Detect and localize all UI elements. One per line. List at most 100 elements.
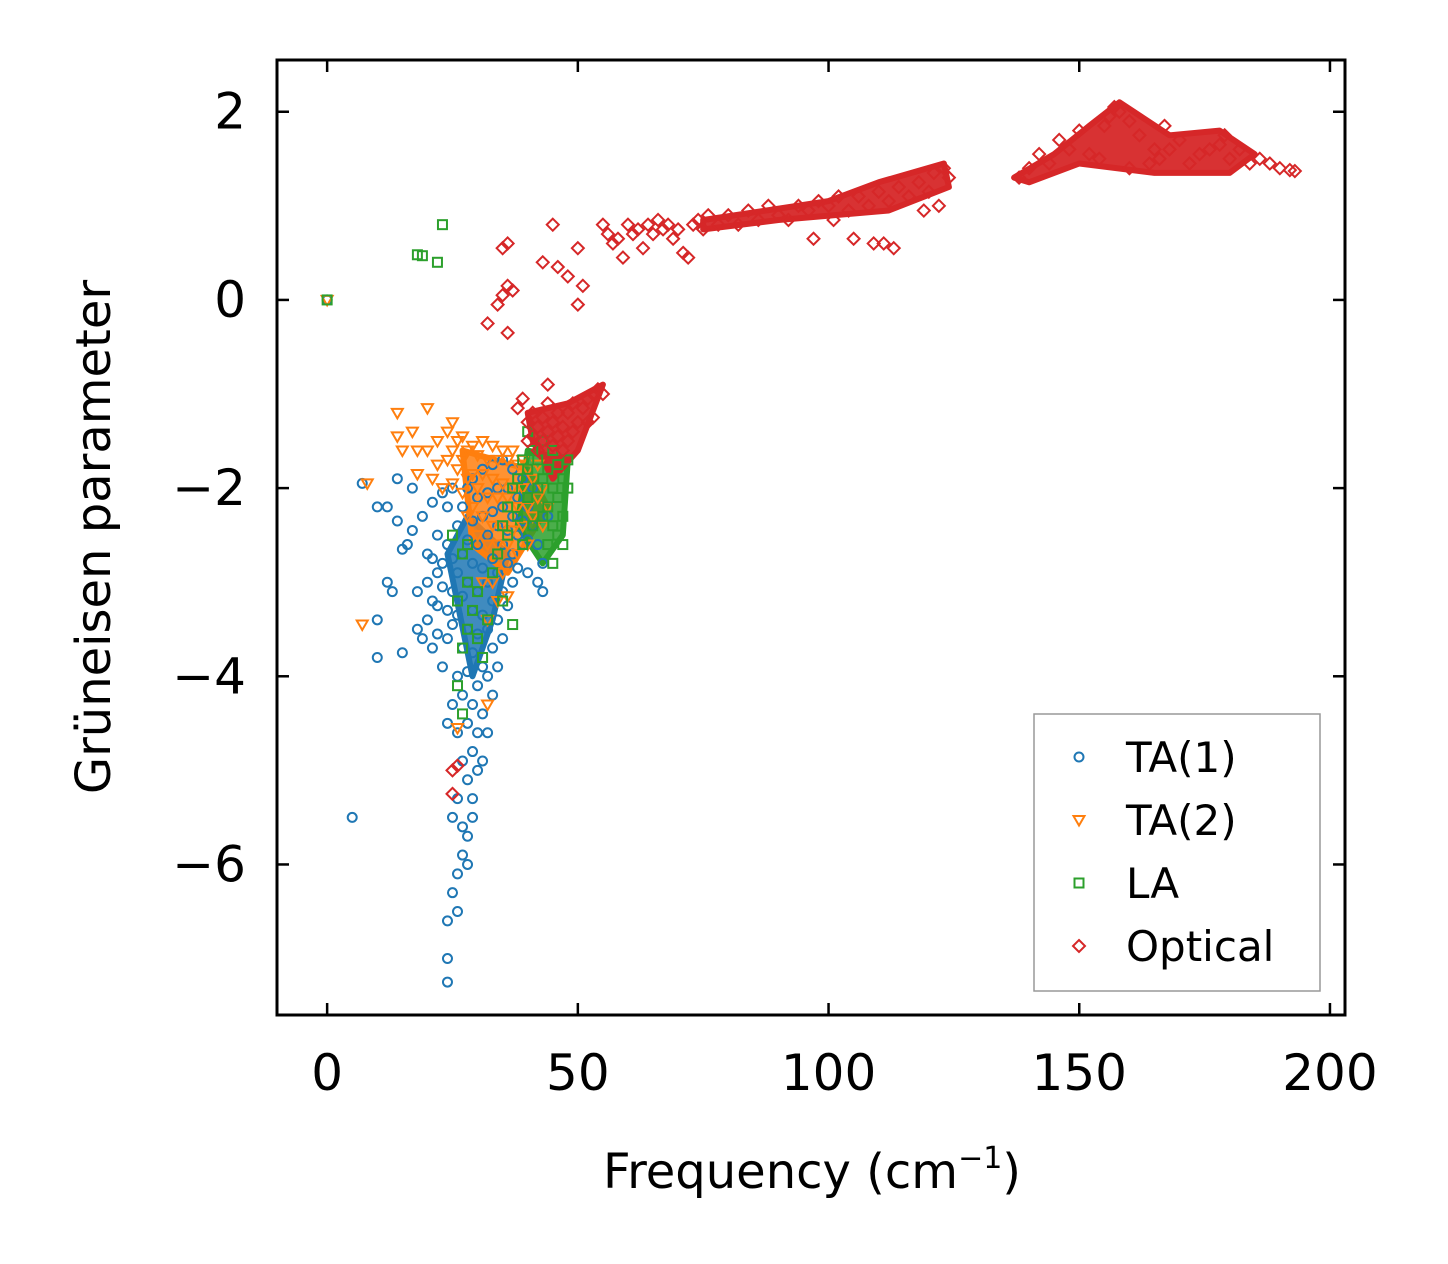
data-point <box>560 268 576 284</box>
data-point <box>1252 151 1268 167</box>
data-point <box>475 511 490 524</box>
data-point <box>495 478 510 491</box>
data-point <box>480 316 496 331</box>
legend-marker <box>1073 751 1085 763</box>
data-point <box>425 473 440 487</box>
data-points <box>319 99 1303 988</box>
data-point <box>525 511 540 524</box>
data-point <box>1071 123 1087 138</box>
data-point <box>1222 151 1238 167</box>
legend-label: TA(2) <box>1125 796 1237 845</box>
dense-region-optical-1 <box>700 160 952 233</box>
data-point <box>446 887 458 899</box>
data-point <box>445 445 460 458</box>
data-point <box>485 440 500 454</box>
data-point <box>565 396 581 411</box>
data-point <box>435 483 450 496</box>
data-point <box>532 539 544 551</box>
data-point <box>462 576 474 588</box>
data-point <box>1132 127 1147 143</box>
data-point <box>826 212 841 228</box>
data-point <box>460 445 475 458</box>
data-point <box>615 250 631 266</box>
data-point <box>550 428 566 444</box>
legend-entry-ta1: TA(1) <box>1073 733 1237 782</box>
data-point <box>876 236 892 251</box>
data-point <box>550 259 566 275</box>
data-point <box>452 567 464 579</box>
legend-label: TA(1) <box>1125 733 1237 782</box>
data-point <box>871 184 887 200</box>
data-point <box>540 396 556 411</box>
data-point <box>492 548 504 560</box>
data-point <box>610 231 626 247</box>
data-point <box>477 651 489 663</box>
data-point <box>420 445 435 458</box>
data-point <box>542 463 554 475</box>
plot-frame <box>275 58 1347 1017</box>
data-point <box>846 231 862 247</box>
data-point <box>457 849 469 861</box>
data-point <box>457 821 469 833</box>
legend-marker <box>1071 815 1087 828</box>
data-point <box>630 221 646 237</box>
data-point <box>525 428 541 444</box>
data-point <box>1011 170 1027 186</box>
data-point <box>750 212 766 228</box>
data-point <box>901 189 917 204</box>
data-point <box>445 762 460 778</box>
data-point <box>655 221 671 237</box>
data-point <box>557 510 569 522</box>
data-point <box>1232 141 1248 157</box>
data-point <box>492 614 504 626</box>
data-point <box>465 440 480 454</box>
data-point <box>545 414 561 430</box>
data-point <box>605 236 621 251</box>
data-point <box>527 520 539 532</box>
data-point <box>547 557 559 569</box>
data-point <box>477 755 489 767</box>
data-point <box>1051 132 1067 148</box>
data-point <box>431 256 443 268</box>
data-point <box>401 539 413 551</box>
data-point <box>1192 146 1208 162</box>
data-point <box>512 562 524 574</box>
data-point <box>670 221 686 237</box>
data-point <box>791 198 806 214</box>
data-point <box>645 226 661 242</box>
data-point <box>460 473 475 487</box>
data-point <box>475 436 490 449</box>
y-tick-label: −2 <box>172 459 246 517</box>
data-point <box>446 699 458 711</box>
data-point <box>861 198 877 214</box>
data-point <box>416 510 428 522</box>
data-point <box>497 633 509 645</box>
y-tick-label: −6 <box>172 835 246 893</box>
x-axis-label: Frequency (cm−1) <box>603 1141 1021 1200</box>
data-point <box>585 386 601 402</box>
data-point <box>487 642 499 654</box>
data-point <box>467 699 479 711</box>
data-point <box>690 212 706 228</box>
data-point <box>410 468 425 482</box>
data-point <box>886 240 902 256</box>
data-point <box>545 438 561 454</box>
data-point <box>482 727 494 739</box>
data-point <box>500 236 516 251</box>
data-point <box>1021 160 1037 176</box>
y-tick-label: −4 <box>172 647 246 705</box>
data-point <box>821 198 836 214</box>
data-point <box>1282 162 1298 178</box>
data-point <box>502 501 514 513</box>
data-point <box>512 473 524 485</box>
data-point <box>381 501 393 513</box>
data-point <box>522 492 534 504</box>
data-point <box>535 433 551 449</box>
data-point <box>430 436 445 449</box>
data-point <box>421 614 433 626</box>
x-tick-label: 100 <box>781 1044 876 1102</box>
data-point <box>411 623 423 635</box>
data-point <box>371 501 383 513</box>
data-point <box>497 595 509 607</box>
data-point <box>430 459 445 473</box>
